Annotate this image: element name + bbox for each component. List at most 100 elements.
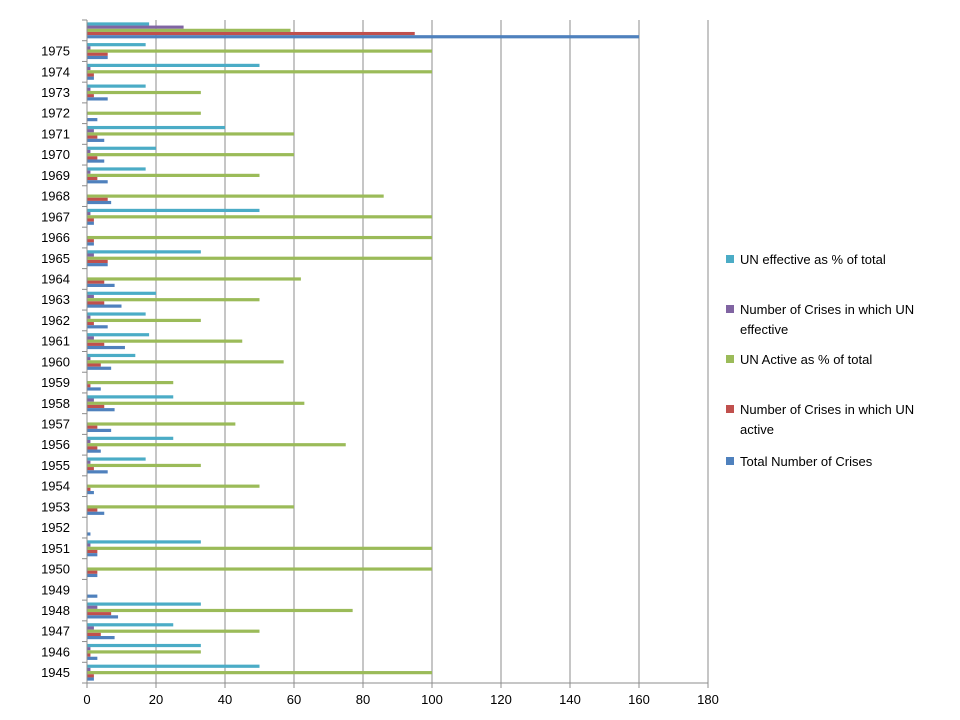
x-tick-label: 80 <box>356 692 370 707</box>
bar <box>87 623 174 627</box>
bar <box>87 22 150 26</box>
legend-label: Number of Crises in which UN effective <box>740 302 915 337</box>
bar <box>87 508 98 512</box>
bar <box>87 304 122 308</box>
bar <box>87 467 94 471</box>
bar <box>87 428 112 433</box>
bar <box>87 363 101 367</box>
bar <box>87 263 108 267</box>
bar <box>87 677 94 681</box>
y-tick-label: 1961 <box>41 334 70 349</box>
bar <box>87 73 94 77</box>
bar <box>87 626 94 630</box>
bar <box>87 605 98 609</box>
bar <box>87 463 201 468</box>
bar <box>87 470 108 474</box>
bar <box>87 250 201 254</box>
bar <box>87 484 260 488</box>
bar <box>87 443 346 447</box>
bar <box>87 457 146 461</box>
bar <box>87 55 108 60</box>
bar <box>87 439 91 444</box>
y-tick-label: 1969 <box>41 168 70 183</box>
bar <box>87 325 108 329</box>
y-tick-label: 1949 <box>41 582 70 597</box>
bar <box>87 446 98 450</box>
bar <box>87 156 98 160</box>
bar <box>87 153 294 157</box>
bar <box>87 49 432 53</box>
y-tick-label: 1971 <box>41 126 70 141</box>
y-tick-label: 1955 <box>41 458 70 473</box>
y-tick-label: 1968 <box>41 189 70 204</box>
bar <box>87 490 94 495</box>
bar <box>87 636 115 640</box>
bar <box>87 395 174 399</box>
bar <box>87 149 91 154</box>
bar <box>87 505 294 509</box>
bar <box>87 546 432 550</box>
bar <box>87 664 260 668</box>
y-tick-label: 1966 <box>41 230 70 245</box>
y-tick-label: 1964 <box>41 271 70 286</box>
y-tick-label: 1959 <box>41 375 70 390</box>
bar <box>87 322 94 326</box>
x-tick-label: 0 <box>83 692 90 707</box>
bar <box>87 218 94 222</box>
bar <box>87 28 291 32</box>
bar <box>87 135 98 139</box>
legend-swatch <box>726 305 734 313</box>
bar <box>87 66 91 71</box>
bar <box>87 408 115 412</box>
bar <box>87 401 305 405</box>
bar <box>87 643 201 648</box>
bar <box>87 84 146 88</box>
bar <box>87 298 260 302</box>
bar <box>87 111 201 115</box>
bar <box>87 656 98 660</box>
bar <box>87 215 432 219</box>
y-tick-label: 1951 <box>41 541 70 556</box>
y-tick-label: 1972 <box>41 106 70 121</box>
y-tick-label: 1965 <box>41 251 70 266</box>
bar <box>87 70 432 74</box>
bar <box>87 132 294 136</box>
x-tick-label: 40 <box>218 692 232 707</box>
bar <box>87 422 236 426</box>
bar <box>87 125 225 130</box>
x-tick-label: 180 <box>697 692 719 707</box>
bar <box>87 312 146 316</box>
x-tick-label: 160 <box>628 692 650 707</box>
y-tick-label: 1946 <box>41 644 70 659</box>
bar <box>87 632 101 637</box>
bar <box>87 398 94 402</box>
bar <box>87 594 98 598</box>
x-tick-label: 20 <box>149 692 163 707</box>
bar <box>87 200 112 205</box>
bar <box>87 294 94 299</box>
bar <box>87 87 91 91</box>
y-tick-label: 1962 <box>41 313 70 328</box>
bar <box>87 138 105 142</box>
legend-label: Number of Crises in which UN active <box>740 402 915 437</box>
bar <box>87 235 432 240</box>
bar <box>87 449 101 453</box>
x-tick-label: 60 <box>287 692 301 707</box>
bar <box>87 366 112 370</box>
legend-label: UN effective as % of total <box>740 252 886 267</box>
bar <box>87 345 125 350</box>
bar <box>87 291 156 295</box>
bar <box>87 404 105 409</box>
bar <box>87 318 201 323</box>
bar <box>87 35 639 39</box>
bar <box>87 194 384 198</box>
bar <box>87 277 301 281</box>
bar <box>87 629 260 633</box>
y-tick-label: 1954 <box>41 479 70 494</box>
bar <box>87 540 201 544</box>
y-tick-label: 1973 <box>41 85 70 100</box>
bar <box>87 52 108 56</box>
y-tick-label: 1974 <box>41 64 70 79</box>
bar <box>87 301 105 305</box>
bar <box>87 532 91 536</box>
